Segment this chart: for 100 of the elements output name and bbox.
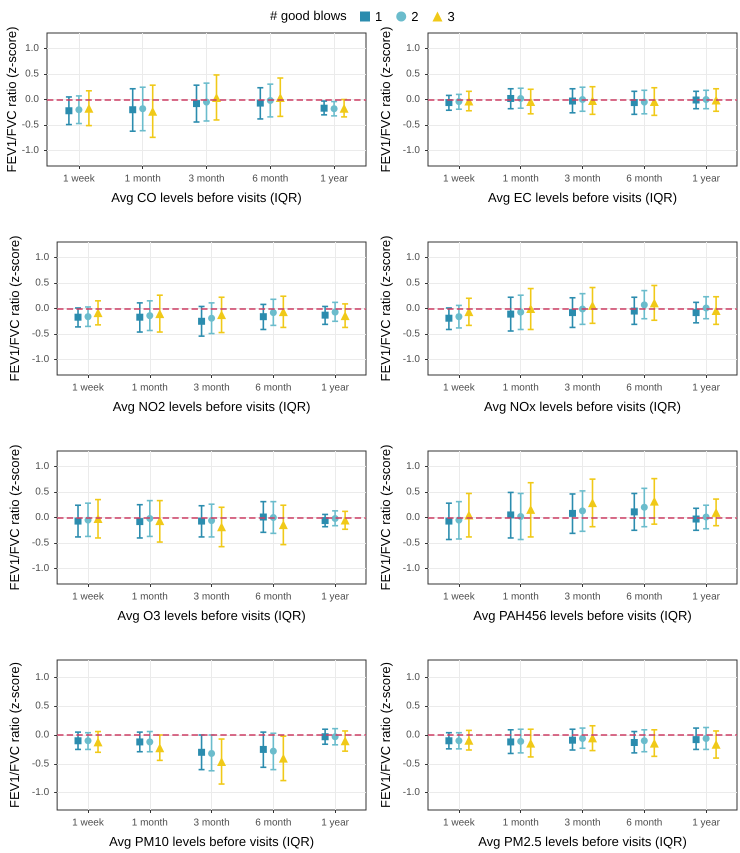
y-axis-title: FEV1/FVC ratio (z-score) [378, 662, 393, 808]
y-tick-label: -0.5 [402, 538, 420, 549]
x-tick-label: 1 month [502, 174, 539, 184]
x-tick-label: 6 month [255, 592, 292, 602]
x-tick-label: 6 month [626, 382, 662, 394]
x-axis-title: Avg NO2 levels before visits (IQR) [112, 399, 310, 414]
x-tick-label: 1 year [321, 818, 350, 828]
y-tick-label: 0.0 [25, 94, 40, 105]
x-tick-label: 1 year [692, 174, 721, 184]
y-tick-label: -1.0 [32, 563, 50, 574]
y-tick-label: -0.5 [402, 120, 420, 131]
x-tick-label: 3 month [193, 382, 230, 394]
legend-label: 2 [411, 9, 418, 24]
x-axis-title: Avg PM2.5 levels before visits (IQR) [478, 834, 687, 849]
x-tick-label: 1 month [132, 382, 168, 394]
x-axis-title: Avg EC levels before visits (IQR) [488, 190, 678, 205]
y-tick-label: 0.5 [406, 700, 420, 712]
x-tick-label: 6 month [255, 382, 292, 394]
x-axis-title: Avg NOx levels before visits (IQR) [484, 399, 681, 414]
x-tick-label: 3 month [193, 592, 230, 602]
y-tick-label: -1.0 [402, 145, 420, 156]
x-axis-title: Avg PM10 levels before visits (IQR) [109, 834, 314, 849]
x-tick-label: 1 week [443, 382, 476, 394]
x-tick-label: 1 year [321, 592, 350, 602]
y-tick-label: -0.5 [402, 758, 420, 770]
y-tick-label: 0.5 [406, 68, 420, 80]
y-axis-title: FEV1/FVC ratio (z-score) [4, 26, 19, 172]
y-tick-label: 1.0 [35, 672, 50, 683]
x-tick-label: 6 month [626, 592, 662, 602]
legend-label: 1 [375, 9, 382, 24]
y-axis-title: FEV1/FVC ratio (z-score) [378, 236, 393, 382]
x-tick-label: 3 month [564, 174, 601, 184]
x-tick-label: 1 year [692, 818, 721, 828]
x-tick-label: 6 month [626, 818, 662, 828]
x-tick-label: 3 month [564, 592, 601, 602]
x-tick-label: 6 month [252, 174, 288, 184]
x-tick-label: 3 month [564, 382, 601, 394]
x-tick-label: 1 month [502, 818, 539, 828]
y-tick-label: -0.5 [402, 328, 420, 340]
y-tick-label: 0.0 [406, 512, 420, 523]
y-axis-title: FEV1/FVC ratio (z-score) [7, 236, 22, 382]
x-tick-label: 1 week [443, 592, 476, 602]
y-tick-label: 1.0 [406, 460, 420, 472]
y-tick-label: -0.5 [22, 120, 40, 131]
y-tick-label: -0.5 [32, 538, 50, 549]
y-tick-label: 0.5 [35, 486, 50, 498]
x-axis-title: Avg PAH456 levels before visits (IQR) [473, 608, 692, 623]
x-tick-label: 1 month [124, 174, 161, 184]
x-tick-label: 3 month [564, 818, 601, 828]
y-tick-label: -1.0 [402, 563, 420, 574]
y-tick-label: -0.5 [32, 328, 50, 340]
y-tick-label: 0.0 [35, 730, 50, 740]
y-tick-label: 1.0 [35, 252, 50, 263]
y-axis-title: FEV1/FVC ratio (z-score) [378, 26, 393, 172]
y-tick-label: -0.5 [32, 758, 50, 770]
y-tick-label: 0.5 [406, 486, 420, 498]
y-tick-label: 0.5 [25, 68, 40, 80]
legend-label: 3 [447, 9, 455, 24]
x-tick-label: 1 month [132, 818, 168, 828]
x-tick-label: 1 year [320, 174, 349, 184]
x-tick-label: 1 year [692, 592, 721, 602]
x-tick-label: 1 month [502, 382, 539, 394]
x-tick-label: 1 week [443, 174, 476, 184]
x-tick-label: 3 month [188, 174, 225, 184]
y-tick-label: 1.0 [25, 42, 40, 54]
y-tick-label: 0.0 [406, 730, 420, 740]
y-tick-label: 0.5 [406, 277, 420, 288]
y-tick-label: 0.0 [406, 94, 420, 105]
x-tick-label: 1 week [63, 174, 96, 184]
x-axis-title: Avg O3 levels before visits (IQR) [117, 608, 306, 623]
x-tick-label: 6 month [626, 174, 662, 184]
x-tick-label: 3 month [193, 818, 230, 828]
legend-title: # good blows [270, 8, 348, 23]
y-axis-title: FEV1/FVC ratio (z-score) [7, 662, 22, 808]
x-tick-label: 1 year [692, 382, 721, 394]
x-tick-label: 1 month [132, 592, 168, 602]
y-tick-label: 1.0 [35, 460, 50, 472]
y-tick-label: -1.0 [32, 354, 50, 366]
y-axis-title: FEV1/FVC ratio (z-score) [378, 444, 393, 590]
y-tick-label: 0.0 [406, 303, 420, 314]
x-tick-label: 1 week [72, 592, 105, 602]
y-tick-label: -1.0 [402, 787, 420, 798]
y-tick-label: -1.0 [22, 145, 40, 156]
y-tick-label: 1.0 [406, 42, 420, 54]
y-tick-label: 1.0 [406, 252, 420, 263]
x-tick-label: 1 week [72, 818, 105, 828]
y-tick-label: 0.0 [35, 512, 50, 523]
x-tick-label: 1 week [72, 382, 105, 394]
y-tick-label: 0.5 [35, 700, 50, 712]
x-tick-label: 1 year [321, 382, 350, 394]
y-tick-label: -1.0 [402, 354, 420, 366]
y-axis-title: FEV1/FVC ratio (z-score) [7, 444, 22, 590]
x-axis-title: Avg CO levels before visits (IQR) [111, 190, 302, 205]
x-tick-label: 1 month [502, 592, 539, 602]
y-tick-label: 0.0 [35, 303, 50, 314]
x-tick-label: 6 month [255, 818, 292, 828]
y-tick-label: 1.0 [406, 672, 420, 683]
y-tick-label: -1.0 [32, 787, 50, 798]
x-tick-label: 1 week [443, 818, 476, 828]
y-tick-label: 0.5 [35, 277, 50, 288]
